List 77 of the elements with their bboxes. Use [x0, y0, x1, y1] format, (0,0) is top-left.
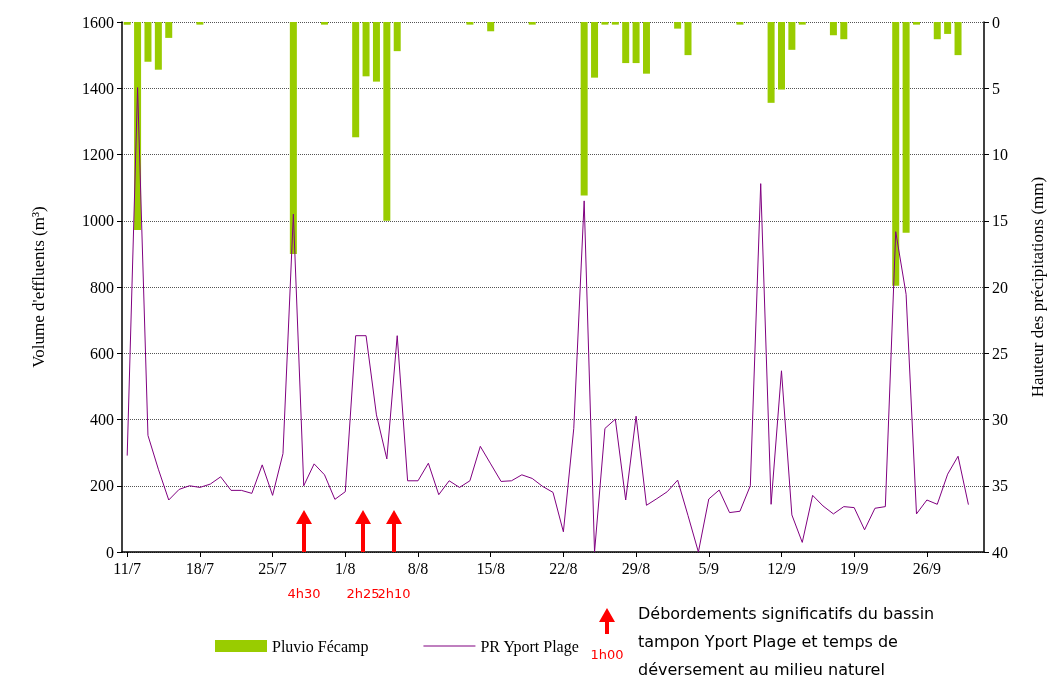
bar [944, 22, 952, 34]
bar [767, 22, 775, 103]
bar [466, 22, 474, 25]
bar [591, 22, 599, 78]
text: 1h00 [590, 647, 624, 662]
y-tick-label: 0 [106, 543, 114, 561]
y2-tick-label: 15 [992, 212, 1008, 230]
x-tick-label: 25/7 [258, 559, 287, 577]
y2-tick-label: 30 [992, 411, 1008, 428]
bar [165, 22, 173, 38]
bar [902, 22, 910, 233]
bar [196, 22, 204, 25]
bar [487, 22, 495, 32]
bar [289, 22, 297, 254]
y-tick-label: 400 [90, 411, 114, 428]
bar [622, 22, 630, 64]
text: 2h25 [346, 586, 380, 601]
x-tick-label: 12/9 [767, 559, 796, 577]
bar [892, 22, 900, 286]
x-tick-label: 8/8 [407, 559, 429, 577]
text: 4h30 [287, 586, 321, 601]
y2-tick-label: 0 [992, 13, 1000, 31]
y-tick-label: 1600 [82, 13, 114, 31]
bar [383, 22, 391, 221]
y-tick-label: 600 [90, 344, 114, 362]
y2-tick-label: 5 [992, 79, 1000, 97]
bar [954, 22, 962, 56]
x-tick-label: 1/8 [335, 559, 356, 577]
bar [372, 22, 380, 82]
bar [123, 22, 131, 25]
x-tick-label: 29/8 [621, 559, 651, 577]
bar [528, 22, 536, 25]
bar [777, 22, 785, 90]
bar [154, 22, 162, 70]
bar [321, 22, 329, 25]
legend-label: PR Yport Plage [480, 637, 579, 656]
y-tick-label: 1000 [82, 212, 114, 230]
y2-tick-label: 35 [992, 477, 1008, 495]
y-tick-label: 200 [90, 477, 114, 495]
bar [393, 22, 401, 52]
y2-tick-label: 20 [992, 278, 1008, 296]
bar [933, 22, 941, 40]
bar [840, 22, 848, 40]
y-tick-label: 1400 [82, 79, 114, 97]
text: Débordements significatifs du bassin tampon Yport Plage et temps de déversement au milieu naturel [638, 603, 936, 681]
y2-tick-label: 40 [992, 543, 1008, 561]
x-tick-label: 15/8 [476, 559, 505, 577]
text: 2h10 [377, 586, 411, 601]
bar [144, 22, 152, 62]
bar [736, 22, 744, 25]
bar [362, 22, 370, 77]
x-tick-label: 18/7 [185, 559, 215, 577]
bar [684, 22, 692, 56]
bar [642, 22, 650, 74]
y-tick-label: 1200 [82, 146, 114, 163]
bar [788, 22, 796, 50]
bar [829, 22, 837, 36]
x-tick-label: 22/8 [549, 559, 578, 577]
bar [798, 22, 806, 25]
bar [674, 22, 682, 29]
x-tick-label: 26/9 [912, 559, 942, 577]
legend-label: Pluvio Fécamp [272, 637, 369, 656]
bar [912, 22, 920, 25]
y2-tick-label: 10 [992, 146, 1008, 163]
x-tick-label: 5/9 [698, 559, 720, 577]
bar [580, 22, 588, 196]
x-tick-label: 11/7 [113, 559, 142, 577]
y2-tick-label: 25 [992, 344, 1008, 362]
bar [611, 22, 619, 25]
bar [632, 22, 640, 64]
line-series [126, 87, 969, 553]
y-axis-title: Volume d'effluents (m³) [29, 206, 48, 368]
x-tick-label: 19/9 [839, 559, 869, 577]
bar [352, 22, 360, 138]
y2-axis-title: Hauteur des précipitations (mm) [1028, 176, 1047, 398]
y-tick-label: 800 [90, 278, 114, 296]
bar [601, 22, 609, 25]
